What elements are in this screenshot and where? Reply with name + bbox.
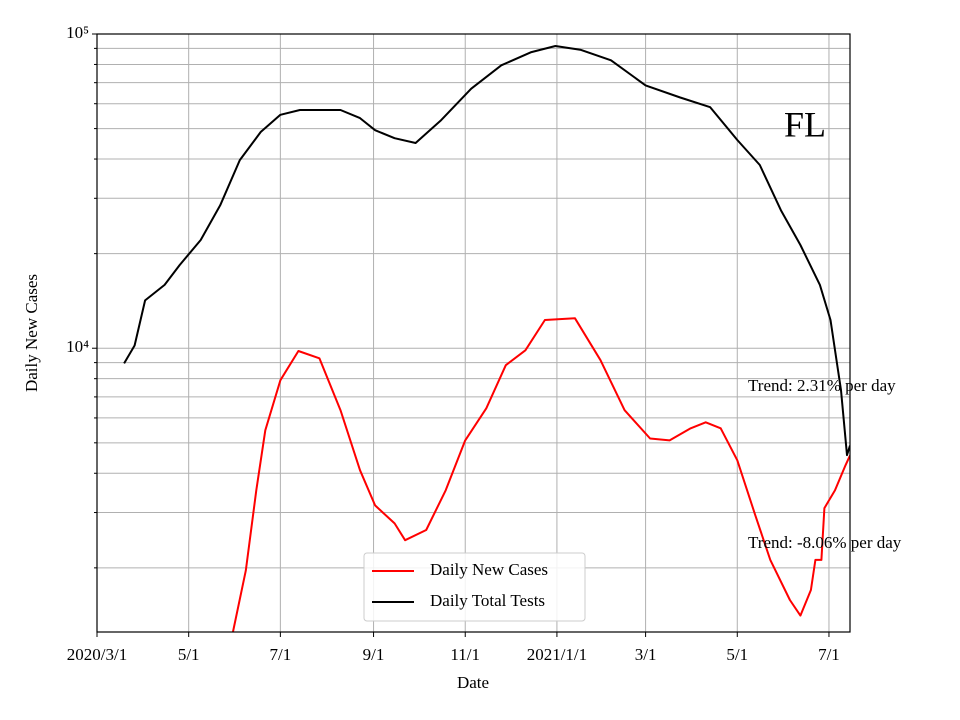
x-axis-label: Date [457,673,489,692]
x-tick-label: 2020/3/1 [67,645,127,664]
data-line [231,317,850,632]
state-label: FL [784,104,826,144]
data-line [123,45,850,457]
x-tick-label: 7/1 [269,645,291,664]
plot-lines [123,45,850,632]
legend-box [363,552,586,622]
y-axis-label: Daily New Cases [22,274,41,392]
x-tick-label: 3/1 [635,645,657,664]
legend-label: Daily Total Tests [430,591,545,610]
trend-annotation: Trend: -8.06% per day [748,533,902,552]
x-tick-label: 5/1 [178,645,200,664]
y-tick-label: 10⁴ [66,337,89,356]
x-tick-label: 2021/1/1 [527,645,587,664]
plot-frame [96,33,851,633]
legend-label: Daily New Cases [430,560,548,579]
x-tick-label: 7/1 [818,645,840,664]
legend: Daily New Cases Daily Total Tests [363,552,586,622]
x-tick-label: 9/1 [363,645,385,664]
x-tick-label: 5/1 [726,645,748,664]
y-tick-label: 10⁵ [66,23,89,42]
grid [96,33,850,632]
x-tick-label: 11/1 [450,645,480,664]
trend-annotation: Trend: 2.31% per day [748,376,896,395]
